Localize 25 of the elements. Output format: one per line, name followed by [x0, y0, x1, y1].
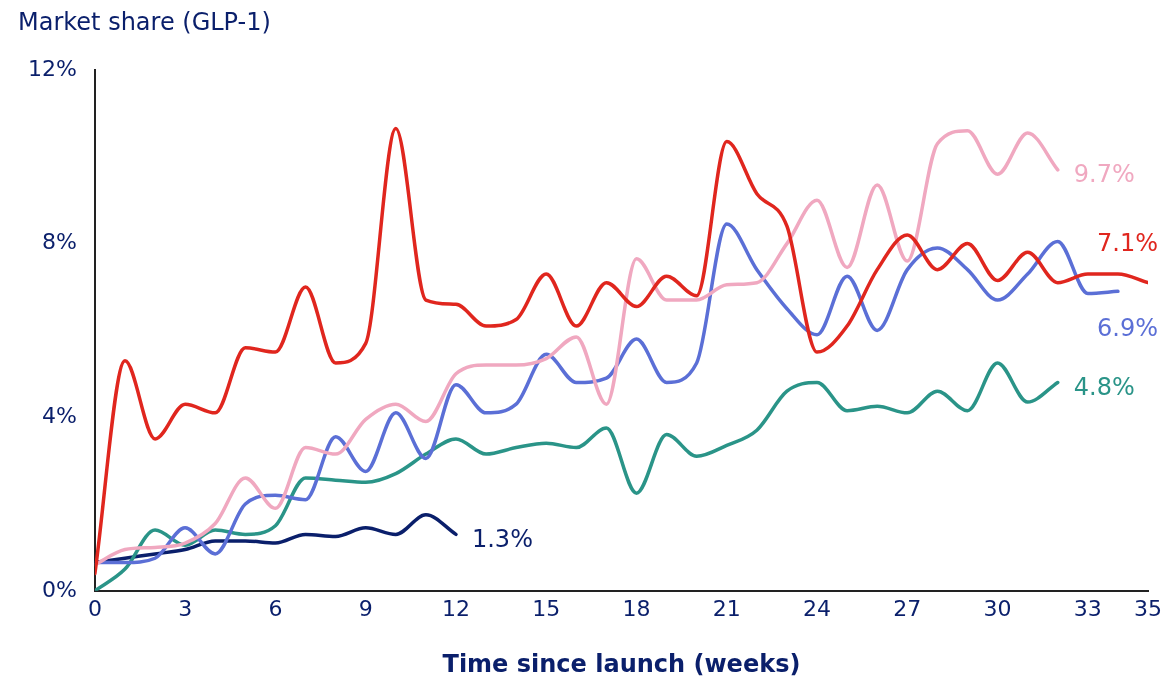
data-label: 1.3% [471, 524, 533, 553]
x-tick-label: 3 [178, 595, 193, 621]
data-label: 9.7% [1073, 160, 1135, 189]
x-tick-label: 30 [983, 595, 1012, 621]
x-tick-label: 9 [358, 595, 373, 621]
y-tick-label: 8% [41, 229, 77, 255]
x-tick-label: 12 [441, 595, 470, 621]
x-tick-label: 6 [268, 595, 283, 621]
y-tick-label: 0% [41, 576, 77, 602]
x-tick-label: 18 [622, 595, 651, 621]
x-axis-title: Time since launch (weeks) [442, 649, 801, 678]
y-tick-label: 12% [27, 55, 77, 81]
y-axis-title: Market share (GLP-1) [18, 8, 271, 36]
data-label: 4.8% [1073, 372, 1135, 401]
x-tick-label: 27 [893, 595, 922, 621]
x-tick-label: 33 [1073, 595, 1102, 621]
line-series [94, 361, 1060, 591]
x-tick-label: 0 [87, 595, 102, 621]
x-tick-label: 35 [1134, 595, 1162, 621]
x-tick-label: 15 [532, 595, 561, 621]
x-tick-label: 21 [712, 595, 741, 621]
x-tick-label: 24 [803, 595, 832, 621]
data-label: 6.9% [1097, 313, 1158, 342]
y-tick-label: 4% [41, 402, 77, 428]
data-label: 7.1% [1097, 228, 1158, 257]
